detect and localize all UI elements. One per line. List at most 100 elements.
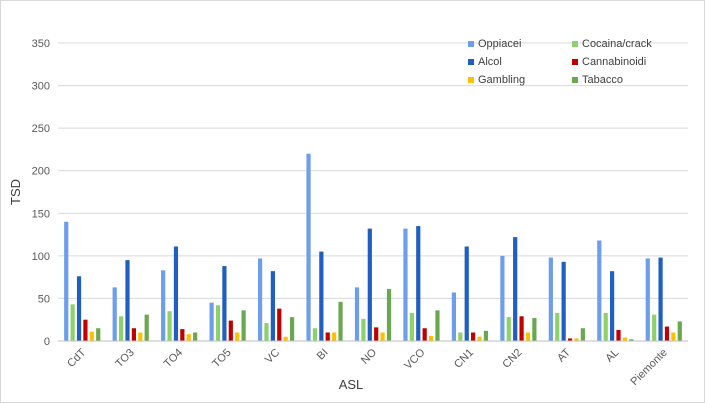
bar-TO4-Tabacco (193, 332, 198, 341)
bar-TO5-Cocaina/crack (215, 305, 221, 341)
bar-NO-Gambling (380, 332, 385, 341)
bar-VC-Gambling (283, 336, 288, 341)
bar-CN2-Gambling (525, 332, 531, 341)
x-tick-label: CN1 (452, 347, 476, 371)
x-tick-label: BI (315, 347, 331, 363)
bar-CdT-Alcol (76, 276, 82, 341)
bar-CN2-Oppiacei (500, 255, 505, 341)
bar-TO5-Oppiacei (209, 302, 214, 341)
legend-label: Gambling (478, 74, 525, 86)
bar-CN1-Cannabinoidi (471, 332, 476, 341)
legend-label: Alcol (478, 56, 502, 68)
bar-AT-Gambling (574, 338, 579, 341)
bar-AT-Oppiacei (548, 257, 553, 341)
bar-NO-Cannabinoidi (374, 327, 379, 341)
bar-NO-Cocaina/crack (361, 318, 366, 341)
bar-AL-Alcol (610, 271, 615, 341)
bar-BI-Cannabinoidi (325, 332, 330, 341)
bar-TO4-Cocaina/crack (167, 311, 172, 341)
y-tick-label: 0 (44, 336, 50, 348)
legend-label: Tabacco (582, 74, 623, 86)
x-tick-label: TO3 (113, 347, 136, 370)
legend-swatch (468, 77, 474, 83)
bar-TO5-Cannabinoidi (228, 320, 233, 341)
legend-swatch (572, 41, 578, 47)
legend-swatch (468, 41, 474, 47)
bar-VCO-Oppiacei (403, 228, 408, 341)
bar-TO4-Gambling (186, 334, 191, 341)
y-tick-label: 200 (32, 166, 50, 178)
bar-AL-Cocaina/crack (603, 312, 608, 341)
legend: Oppiacei Cocaina/crack Alcol Cannabinoidi Ga… (468, 38, 652, 86)
bar-BI-Alcol (319, 251, 324, 341)
bar-BI-Oppiacei (306, 153, 311, 341)
x-tick-label: NO (359, 346, 379, 366)
legend-label: Oppiacei (478, 38, 521, 50)
bar-TO3-Cannabinoidi (131, 328, 136, 341)
bar-CdT-Cocaina/crack (70, 304, 75, 341)
x-tick-label: VCO (402, 346, 428, 372)
bar-Piemonte-Cannabinoidi (664, 326, 670, 341)
bar-CdT-Tabacco (96, 328, 101, 341)
bar-Piemonte-Alcol (658, 257, 663, 341)
y-tick-label: 50 (38, 293, 50, 305)
bar-CN1-Cocaina/crack (458, 332, 463, 341)
y-axis-ticks: 0 50 100 150 200 250 300 350 (32, 38, 50, 348)
y-tick-label: 300 (32, 81, 50, 93)
x-tick-label: TO5 (210, 347, 233, 370)
bar-VCO-Cannabinoidi (422, 328, 427, 341)
bar-CdT-Cannabinoidi (83, 319, 88, 341)
x-tick-label: VC (263, 347, 282, 366)
bar-CN2-Tabacco (532, 318, 537, 341)
bar-TO4-Cannabinoidi (180, 329, 185, 341)
bar-TO3-Tabacco (144, 314, 149, 341)
bar-CN2-Cocaina/crack (506, 317, 511, 341)
y-tick-label: 150 (32, 208, 50, 220)
bar-CN2-Alcol (513, 237, 518, 341)
bar-TO5-Alcol (222, 266, 227, 341)
bar-AT-Alcol (561, 261, 566, 341)
bar-CN1-Tabacco (483, 330, 489, 341)
bar-NO-Tabacco (386, 289, 392, 341)
legend-swatch (572, 77, 578, 83)
bar-BI-Gambling (332, 332, 337, 341)
legend-swatch (468, 59, 474, 65)
x-axis-ticks: CdT TO3 TO4 TO5 VC BI NO VCO CN1 CN2 AT AL Piemonte (65, 346, 670, 388)
bar-Piemonte-Tabacco (677, 321, 682, 341)
legend-label: Cocaina/crack (582, 38, 652, 50)
bar-TO3-Alcol (125, 260, 130, 341)
bar-NO-Oppiacei (354, 287, 360, 341)
bar-Piemonte-Gambling (671, 332, 676, 341)
bar-TO3-Gambling (138, 332, 143, 341)
bar-CdT-Oppiacei (64, 221, 69, 341)
bar-BI-Cocaina/crack (312, 328, 318, 341)
bar-CN1-Oppiacei (451, 292, 457, 341)
bar-BI-Tabacco (338, 301, 343, 341)
bar-AL-Oppiacei (597, 240, 602, 341)
bar-TO4-Alcol (173, 246, 179, 341)
x-tick-label: AT (555, 346, 573, 364)
bar-AT-Tabacco (580, 328, 585, 341)
x-tick-label: Piemonte (629, 347, 670, 388)
bar-TO3-Oppiacei (112, 287, 117, 341)
bar-VC-Alcol (270, 271, 275, 341)
bar-AL-Gambling (622, 337, 628, 341)
bar-CdT-Gambling (89, 331, 94, 341)
bar-NO-Alcol (367, 228, 372, 341)
x-axis-title: ASL (339, 377, 364, 392)
bar-VCO-Cocaina/crack (409, 312, 414, 341)
bar-VC-Tabacco (289, 317, 295, 341)
legend-label: Cannabinoidi (582, 56, 646, 68)
x-tick-label: TO4 (162, 347, 185, 370)
bar-TO4-Oppiacei (161, 270, 166, 341)
bar-VCO-Alcol (416, 226, 421, 341)
bar-TO5-Tabacco (241, 310, 246, 341)
bar-AL-Cannabinoidi (616, 329, 621, 341)
x-tick-label: AL (603, 347, 621, 365)
x-tick-label: CdT (65, 346, 88, 369)
bar-VC-Cannabinoidi (277, 308, 282, 341)
bar-VC-Oppiacei (257, 258, 263, 341)
x-tick-label: CN2 (500, 347, 524, 371)
